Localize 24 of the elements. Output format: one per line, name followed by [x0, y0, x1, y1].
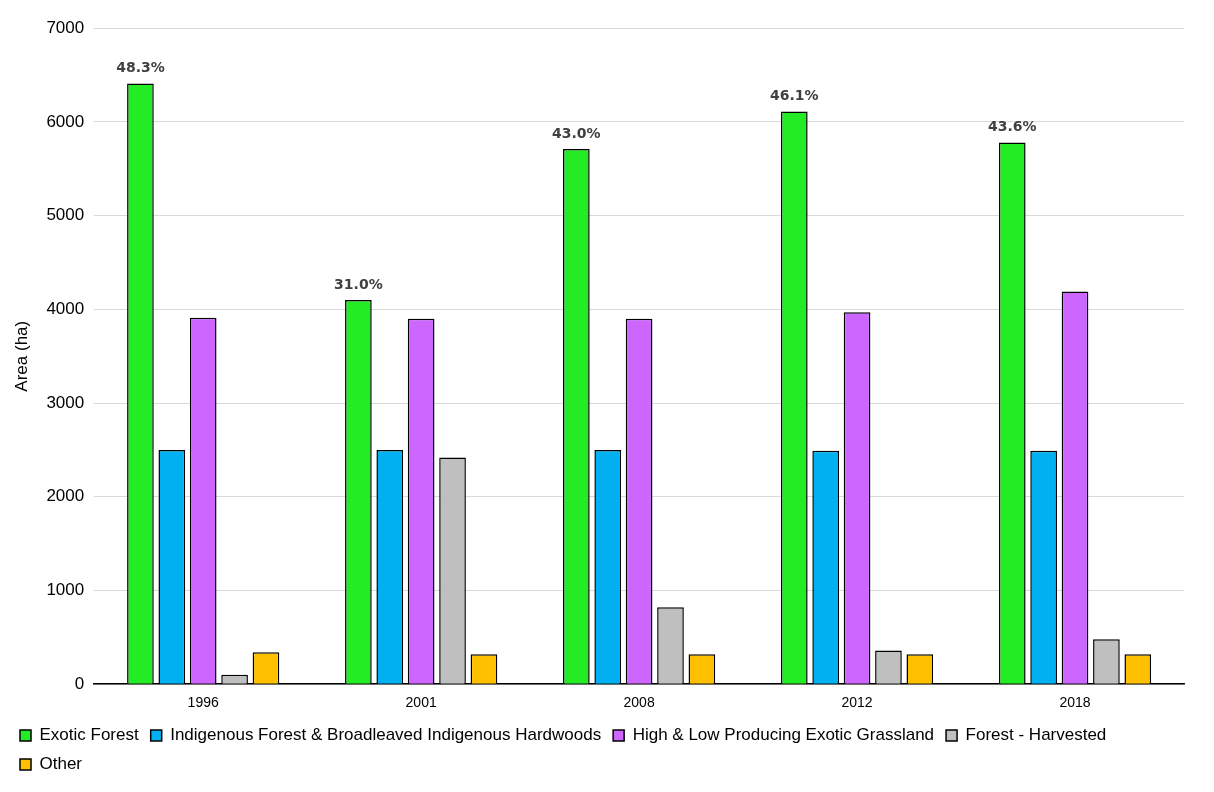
x-tick-label: 1996: [187, 694, 219, 711]
annotation: 31.0%: [334, 275, 383, 292]
y-tick-label: 3000: [46, 392, 85, 412]
annotation: 43.0%: [552, 124, 601, 141]
y-tick-label: 7000: [46, 17, 85, 37]
y-tick-label: 4000: [46, 299, 85, 319]
legend-label: Forest - Harvested: [965, 725, 1107, 745]
annotation: 43.6%: [987, 118, 1037, 135]
y-tick-label: 0: [74, 673, 85, 693]
legend-label: Other: [39, 754, 83, 774]
legend-label: Indigenous Forest & Broadleaved Indigenous Hardwoods: [170, 725, 602, 745]
legend-label: High & Low Producing Exotic Grassland: [632, 725, 935, 745]
y-tick-label: 6000: [46, 111, 85, 131]
y-tick-label: 2000: [46, 486, 85, 506]
y-tick-label: 5000: [46, 205, 85, 225]
annotation: 48.3%: [116, 59, 165, 76]
x-tick-label: 2008: [623, 694, 655, 711]
annotation: 46.1%: [770, 87, 819, 104]
x-tick-label: 2001: [405, 694, 437, 711]
x-tick-label: 2012: [841, 694, 873, 711]
y-axis-title: Area (ha): [11, 320, 31, 392]
y-tick-label: 1000: [46, 580, 85, 600]
x-tick-label: 2018: [1059, 694, 1091, 711]
legend-label: Exotic Forest: [39, 725, 139, 745]
